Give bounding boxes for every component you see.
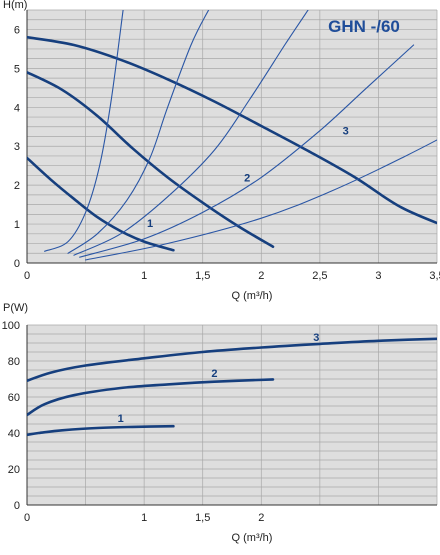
y-tick-label: 0 — [14, 258, 20, 270]
y-tick-label: 1 — [14, 219, 20, 231]
series-group — [27, 10, 437, 261]
series-label-1: 1 — [147, 218, 153, 230]
chart-title: GHN -/60 — [328, 17, 400, 36]
y-tick-label: 80 — [8, 356, 20, 368]
x-tick-label: 0 — [24, 512, 30, 524]
x-tick-label: 2,5 — [312, 270, 327, 282]
x-axis-label: Q (m³/h) — [232, 532, 273, 544]
pump-curve-1 — [27, 156, 175, 252]
x-tick-label: 1 — [141, 270, 147, 282]
x-tick-label: 2 — [258, 512, 264, 524]
x-tick-label: 1,5 — [195, 512, 210, 524]
y-tick-label: 2 — [14, 180, 20, 192]
chart-2: 0 20 40 60 80 100 0 1 1,5 2 P(W) Q (m³/h) 1 2 3 — [2, 302, 438, 544]
series-label-3: 3 — [343, 126, 349, 138]
series-label-1: 1 — [118, 413, 124, 425]
x-tick-label: 1,5 — [195, 270, 210, 282]
pump-curve-3 — [27, 337, 437, 383]
pump-curve-2 — [27, 71, 275, 248]
pump-curve-3 — [27, 35, 437, 225]
x-tick-label: 2 — [258, 270, 264, 282]
series-label-3: 3 — [313, 332, 319, 344]
chart-1: 0 1 2 3 4 5 6 0 1 1,5 2 2,5 3 3,5 H(m) Q (m³/h) GHN -/60… — [3, 0, 440, 302]
y-tick-label: 100 — [2, 320, 20, 332]
y-tick-label: 40 — [8, 428, 20, 440]
y-tick-label: 4 — [14, 102, 20, 114]
system-curve — [44, 10, 124, 252]
x-tick-label: 1 — [141, 512, 147, 524]
system-curve — [67, 10, 210, 254]
y-axis-label: P(W) — [3, 302, 28, 314]
gridlines — [26, 324, 438, 506]
pump-curve-1 — [27, 424, 175, 437]
series-group — [27, 337, 437, 437]
x-tick-label: 0 — [24, 270, 30, 282]
system-curve — [73, 10, 309, 256]
series-label-2: 2 — [244, 172, 250, 184]
y-tick-label: 20 — [8, 464, 20, 476]
x-tick-label: 3 — [375, 270, 381, 282]
x-axis-label: Q (m³/h) — [232, 290, 273, 302]
system-curve — [79, 44, 415, 258]
y-tick-label: 60 — [8, 392, 20, 404]
y-tick-label: 5 — [14, 63, 20, 75]
x-tick-label: 3,5 — [429, 270, 440, 282]
y-tick-label: 6 — [14, 24, 20, 36]
y-tick-label: 0 — [14, 500, 20, 512]
series-label-2: 2 — [211, 368, 217, 380]
system-curve — [85, 139, 437, 261]
pump-curve-2 — [27, 378, 275, 417]
y-axis-label: H(m) — [3, 0, 27, 11]
y-tick-label: 3 — [14, 141, 20, 153]
